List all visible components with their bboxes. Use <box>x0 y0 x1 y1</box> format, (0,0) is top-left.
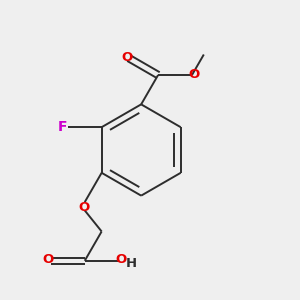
Text: O: O <box>43 254 54 266</box>
Text: H: H <box>125 256 136 270</box>
Text: O: O <box>122 51 133 64</box>
Text: O: O <box>115 254 127 266</box>
Text: O: O <box>78 201 89 214</box>
Text: O: O <box>188 68 199 81</box>
Text: F: F <box>58 120 67 134</box>
